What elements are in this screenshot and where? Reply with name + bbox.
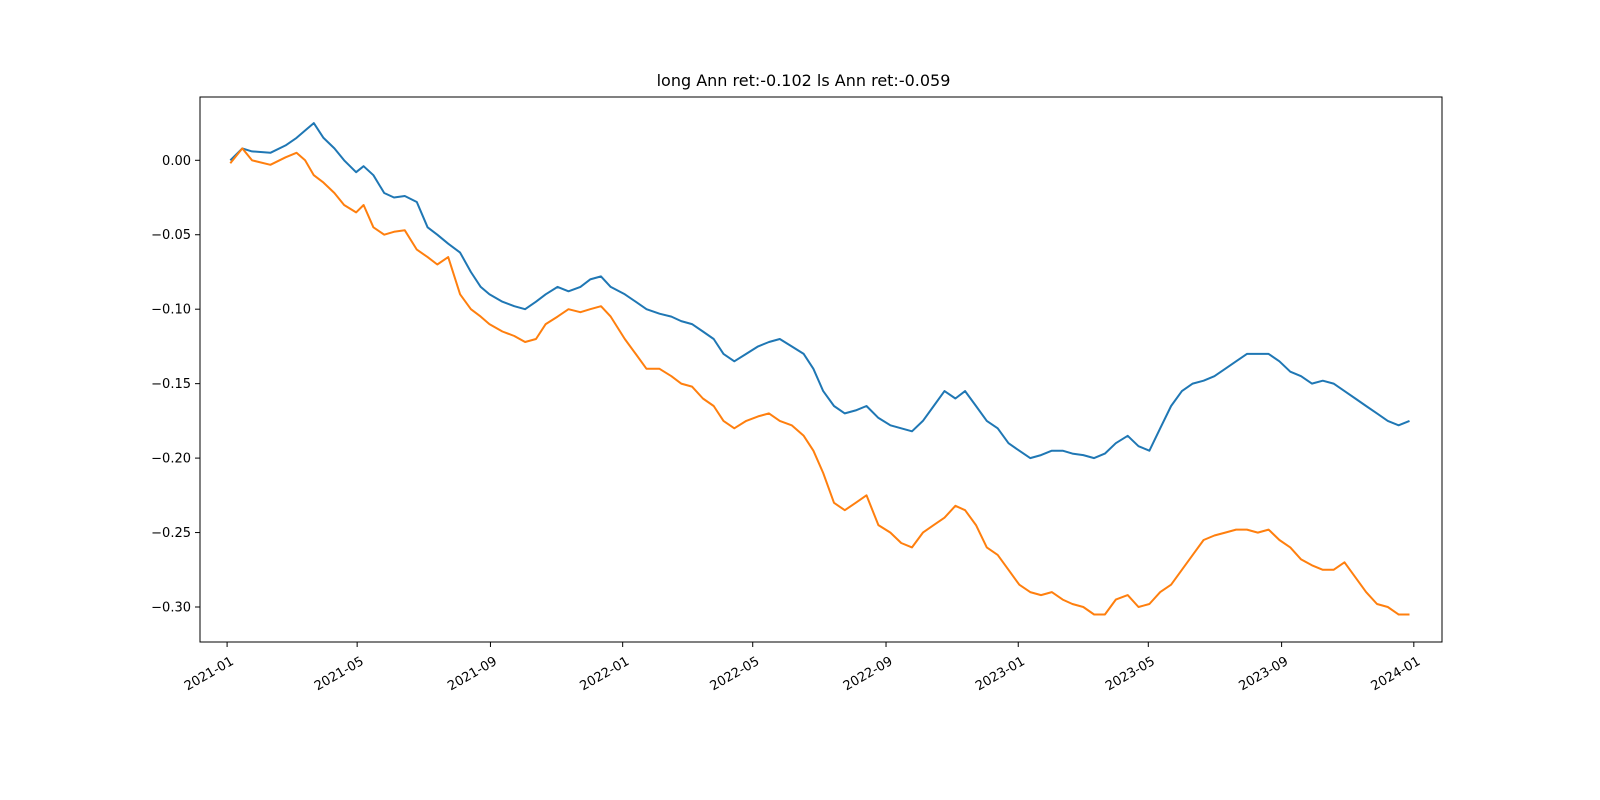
y-tick-label: −0.05 [151, 228, 191, 243]
series-line-2 [229, 147, 1410, 616]
chart-title: long Ann ret:-0.102 ls Ann ret:-0.059 [657, 71, 951, 90]
y-axis: 0.00 −0.05 −0.10 −0.15 −0.20 −0.25 −0.30 [151, 154, 200, 616]
series-line-1 [229, 122, 1410, 460]
y-tick-label: −0.25 [151, 526, 191, 541]
series-layer [229, 122, 1410, 616]
y-tick-label: −0.15 [151, 377, 191, 392]
y-tick-label: −0.20 [151, 452, 191, 467]
plot-frame [199, 96, 1443, 643]
y-tick-label: −0.30 [151, 601, 191, 616]
y-tick-label: 0.00 [162, 154, 191, 169]
y-tick-label: −0.10 [151, 303, 191, 318]
